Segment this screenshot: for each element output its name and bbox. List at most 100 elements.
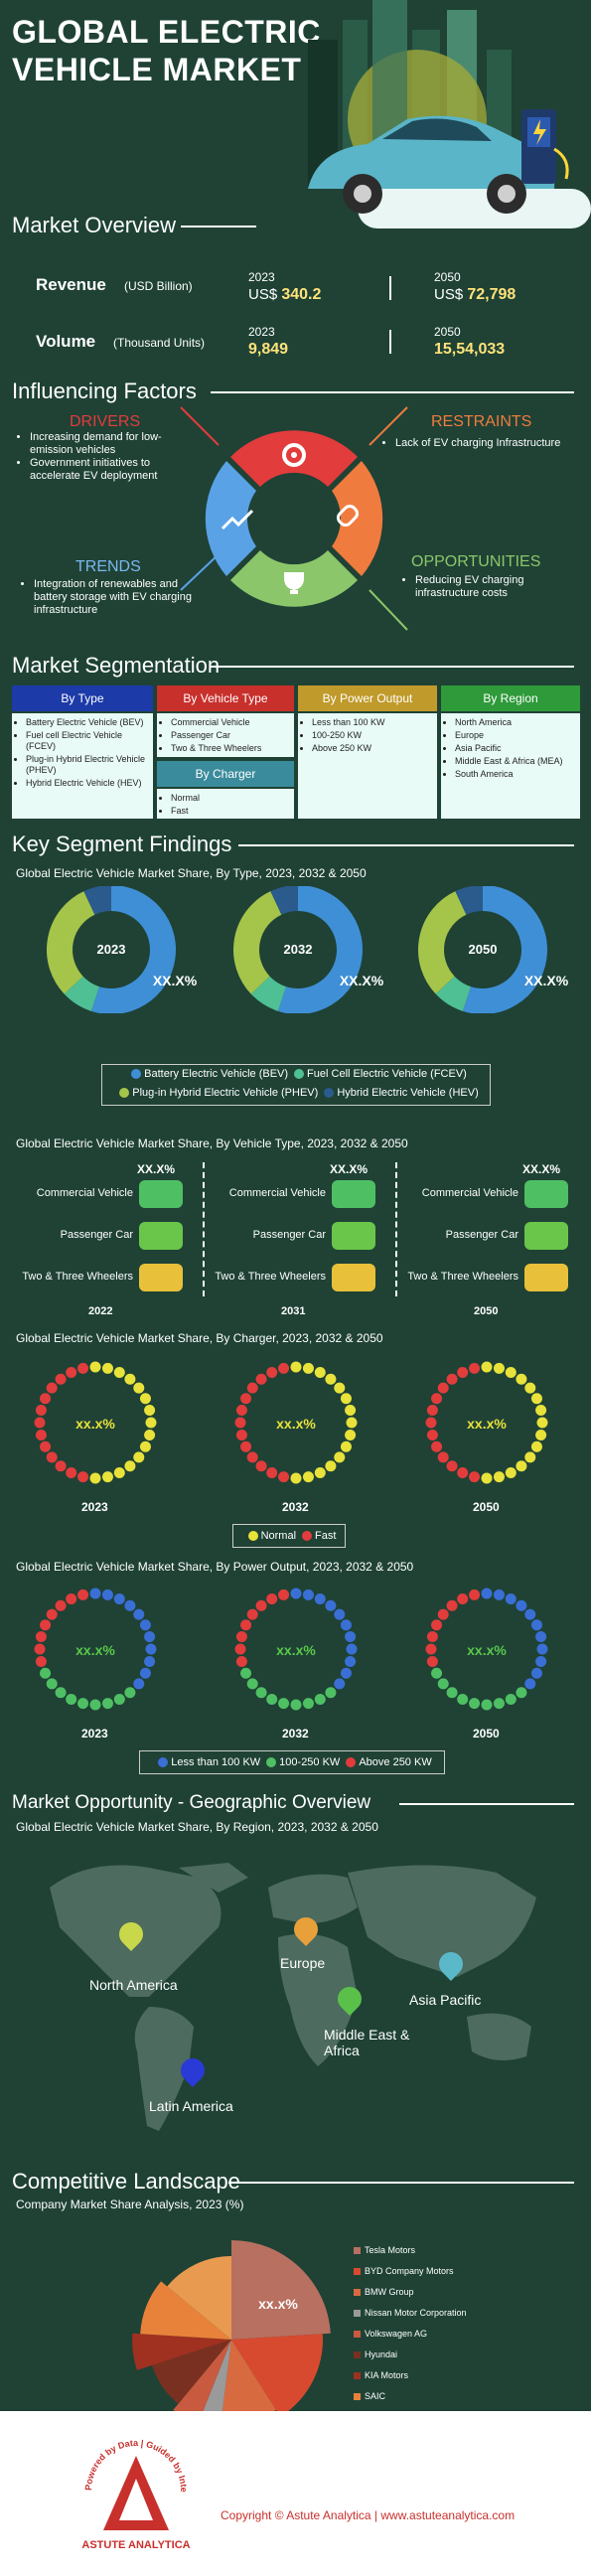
drivers-item: Increasing demand for low-emission vehic… bbox=[30, 431, 189, 457]
trends-list: Integration of renewables and battery st… bbox=[22, 578, 213, 617]
donut-segment bbox=[250, 976, 287, 1011]
ring-dot bbox=[426, 1405, 438, 1417]
ring-dot bbox=[46, 1608, 58, 1620]
ring-dot bbox=[457, 1466, 469, 1478]
ring-share-label: xx.x% bbox=[75, 1642, 115, 1658]
ring-dot bbox=[35, 1631, 47, 1643]
ring-dot bbox=[34, 1417, 46, 1429]
vehicle-icon bbox=[524, 1180, 568, 1208]
vehicle-column-divider bbox=[395, 1162, 397, 1296]
ring-dot bbox=[340, 1667, 352, 1679]
pie-share-label: xx.x% bbox=[258, 2296, 298, 2312]
company-name: BMW Group bbox=[365, 2287, 414, 2297]
type-chart-title: Global Electric Vehicle Market Share, By… bbox=[16, 866, 367, 880]
ring-dot bbox=[314, 1466, 326, 1478]
ring-dot bbox=[302, 1698, 314, 1710]
donut-segment bbox=[64, 976, 100, 1011]
trends-title: TRENDS bbox=[75, 558, 141, 575]
seg-item: Middle East & Africa (MEA) bbox=[455, 756, 576, 767]
revenue-year2: 2050 bbox=[434, 270, 461, 284]
ring-dot bbox=[524, 1382, 536, 1394]
ring-dot bbox=[431, 1619, 443, 1631]
legend-phev: Plug-in Hybrid Electric Vehicle (PHEV) bbox=[132, 1087, 319, 1099]
power-rings: xx.x% xx.x% xx.x% bbox=[34, 1588, 548, 1711]
ring-dot bbox=[469, 1362, 481, 1374]
ring-dot bbox=[425, 1417, 437, 1429]
ring-dot bbox=[516, 1687, 527, 1699]
region-label: North America bbox=[89, 1977, 178, 1993]
legend-swatch bbox=[354, 2289, 361, 2297]
seg-item: South America bbox=[455, 769, 576, 780]
ring-dot bbox=[133, 1451, 145, 1463]
ring-dot bbox=[345, 1631, 357, 1643]
company-name: Tesla Motors bbox=[365, 2245, 416, 2255]
seg-by-power-box: Less than 100 KW 100-250 KW Above 250 KW bbox=[298, 713, 437, 819]
ring-dot bbox=[325, 1687, 337, 1699]
ring-dot bbox=[278, 1589, 290, 1600]
ring-dot bbox=[340, 1619, 352, 1631]
opportunities-title: OPPORTUNITIES bbox=[411, 553, 541, 570]
ring-dot bbox=[124, 1687, 136, 1699]
seg-by-charger-head: By Charger bbox=[157, 761, 294, 787]
legend-fcev: Fuel Cell Electric Vehicle (FCEV) bbox=[307, 1068, 467, 1080]
legend-lt100: Less than 100 KW bbox=[171, 1756, 261, 1768]
donut-share-label: XX.X% bbox=[524, 973, 569, 988]
ring-dot bbox=[340, 1393, 352, 1405]
astute-logo: Powered by Data | Guided by Intelligence… bbox=[72, 2421, 191, 2551]
page-title-line2: VEHICLE MARKET bbox=[12, 52, 302, 87]
ring-dot bbox=[139, 1440, 151, 1452]
ring-dot bbox=[113, 1593, 125, 1605]
competitive-subtitle: Company Market Share Analysis, 2023 (%) bbox=[16, 2197, 244, 2211]
copyright[interactable]: Copyright © Astute Analytica | www.astut… bbox=[221, 2508, 516, 2522]
ring-dot bbox=[255, 1687, 267, 1699]
ring-dot bbox=[55, 1373, 67, 1385]
legend-hev: Hybrid Electric Vehicle (HEV) bbox=[337, 1087, 479, 1099]
seg-by-region-box: North America Europe Asia Pacific Middle… bbox=[441, 713, 580, 819]
ring-dot bbox=[46, 1678, 58, 1690]
geo-subtitle: Global Electric Vehicle Market Share, By… bbox=[16, 1820, 378, 1834]
ring-dot bbox=[334, 1451, 346, 1463]
ring-dot bbox=[101, 1471, 113, 1483]
vehicle-column-divider bbox=[203, 1162, 205, 1296]
findings-title: Key Segment Findings bbox=[12, 832, 232, 856]
ring-dot bbox=[493, 1471, 505, 1483]
ring-dot bbox=[469, 1589, 481, 1600]
ring-dot bbox=[314, 1593, 326, 1605]
pie-slice bbox=[231, 2334, 323, 2417]
ring-dot bbox=[133, 1678, 145, 1690]
ring-dot bbox=[240, 1667, 252, 1679]
ring-dot bbox=[139, 1667, 151, 1679]
vehicle-row-label: Commercial Vehicle bbox=[421, 1187, 518, 1199]
ring-dot bbox=[431, 1440, 443, 1452]
vehicle-row-label: Two & Three Wheelers bbox=[215, 1271, 326, 1283]
seg-item: Plug-in Hybrid Electric Vehicle (PHEV) bbox=[26, 754, 149, 776]
seg-item: Fuel cell Electric Vehicle (FCEV) bbox=[26, 730, 149, 752]
ring-dot bbox=[516, 1460, 527, 1472]
ring-dot bbox=[437, 1678, 449, 1690]
ring-dot bbox=[77, 1698, 89, 1710]
ring-dot bbox=[505, 1693, 517, 1705]
ring-dot bbox=[536, 1417, 548, 1429]
seg-by-vehicle-head: By Vehicle Type bbox=[157, 685, 294, 711]
overview-divider1 bbox=[389, 276, 391, 300]
ring-dot bbox=[35, 1405, 47, 1417]
ring-dot bbox=[334, 1608, 346, 1620]
seg-item: Fast bbox=[171, 806, 290, 817]
ring-dot bbox=[246, 1608, 258, 1620]
ring-dot bbox=[524, 1451, 536, 1463]
company-name: Volkswagen AG bbox=[365, 2329, 428, 2339]
vehicle-year: 2022 bbox=[88, 1305, 113, 1317]
ring-dot bbox=[89, 1588, 101, 1599]
company-pie: xx.x% bbox=[132, 2240, 331, 2439]
ring-dot bbox=[240, 1440, 252, 1452]
ring-dot bbox=[446, 1373, 458, 1385]
seg-by-power-head: By Power Output bbox=[298, 685, 437, 711]
ring-dot bbox=[101, 1362, 113, 1374]
ring-dot bbox=[278, 1698, 290, 1710]
legend-swatch bbox=[354, 2372, 361, 2380]
ring-dot bbox=[234, 1417, 246, 1429]
ring-dot bbox=[89, 1699, 101, 1711]
ring-dot bbox=[113, 1367, 125, 1379]
ring-dot bbox=[426, 1655, 438, 1667]
seg-by-charger-box: Normal Fast bbox=[157, 789, 294, 819]
